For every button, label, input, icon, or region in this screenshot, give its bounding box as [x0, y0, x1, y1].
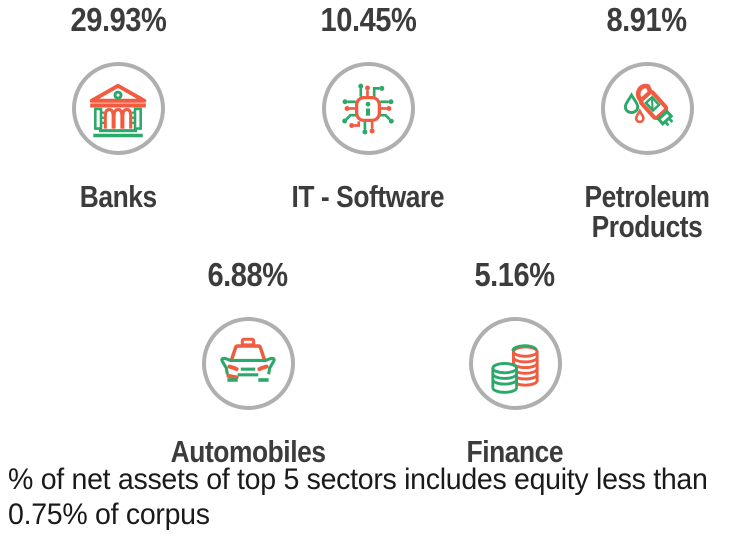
car-front-icon: [201, 317, 295, 410]
sector-it-software: 10.45% IT - Software: [268, 0, 468, 212]
sector-value: 6.88%: [207, 256, 289, 293]
sector-finance: 5.16% Finance: [415, 255, 615, 467]
sector-value: 10.45%: [320, 1, 416, 38]
sector-label: Banks: [79, 179, 157, 214]
sector-label: Automobiles: [170, 434, 326, 469]
footnote: % of net assets of top 5 sectors include…: [8, 462, 736, 532]
sector-label: IT - Software: [291, 179, 445, 214]
sector-value: 5.16%: [474, 256, 556, 293]
footnote-line-2: 0.75% of corpus: [8, 498, 210, 531]
bank-building-icon-svg: [89, 83, 147, 137]
fuel-nozzle-icon: [600, 62, 694, 155]
coin-stacks-icon: [468, 317, 562, 410]
sector-label: Finance: [466, 434, 564, 469]
bank-building-icon: [71, 62, 165, 155]
circuit-chip-icon-svg: [342, 83, 394, 134]
sector-petroleum-products: 8.91% Petroleum Products: [547, 0, 736, 242]
sector-label: Petroleum Products: [584, 179, 710, 244]
circuit-chip-icon: [321, 62, 415, 155]
footnote-line-1: % of net assets of top 5 sectors include…: [8, 463, 708, 496]
car-front-icon-svg: [220, 337, 276, 382]
sector-value: 29.93%: [70, 1, 166, 38]
coin-stacks-icon-svg: [491, 343, 539, 394]
sector-value: 8.91%: [606, 1, 688, 38]
sector-banks: 29.93% Banks: [18, 0, 218, 212]
sector-automobiles: 6.88% Automobiles: [148, 255, 348, 467]
fuel-nozzle-icon-svg: [623, 83, 674, 126]
